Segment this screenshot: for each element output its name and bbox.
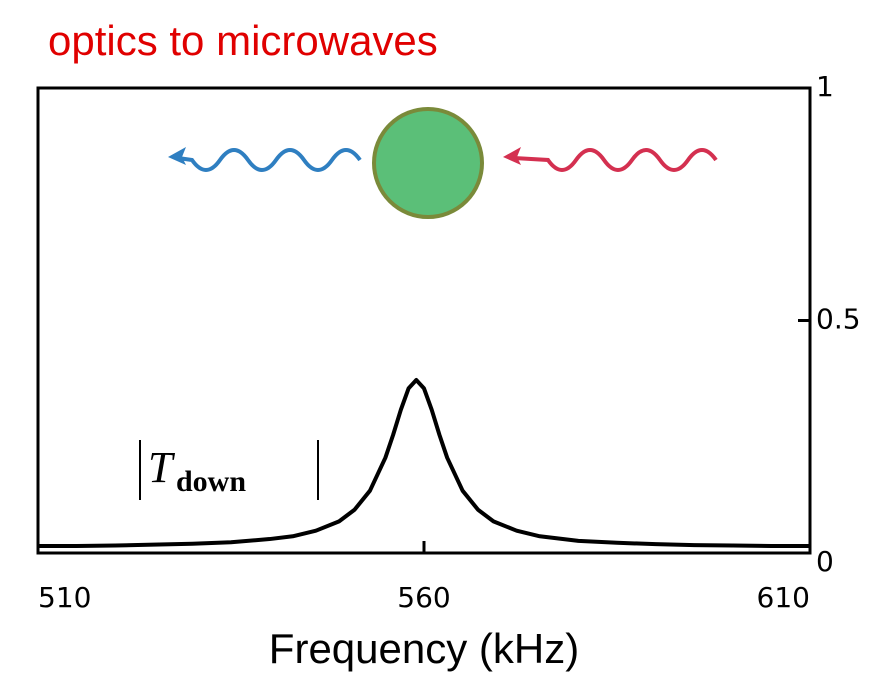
outgoing-arrowhead bbox=[168, 147, 186, 165]
y-tick-label: 1 bbox=[816, 70, 834, 103]
x-axis-label: Frequency (kHz) bbox=[269, 625, 579, 672]
chart-title: optics to microwaves bbox=[48, 17, 438, 64]
y-tick-label: 0 bbox=[816, 545, 834, 578]
x-tick-label: 610 bbox=[757, 581, 810, 614]
x-tick-label: 510 bbox=[38, 581, 91, 614]
annotation-main: T bbox=[148, 443, 176, 492]
annotation-subscript: down bbox=[176, 465, 246, 498]
outgoing-wave bbox=[177, 148, 362, 172]
incoming-wave bbox=[513, 148, 718, 172]
data-line bbox=[38, 378, 810, 549]
resonator bbox=[372, 107, 484, 219]
x-tick-label: 560 bbox=[397, 581, 450, 614]
incoming-arrowhead bbox=[503, 147, 521, 165]
y-tick-label: 0.5 bbox=[816, 303, 861, 336]
